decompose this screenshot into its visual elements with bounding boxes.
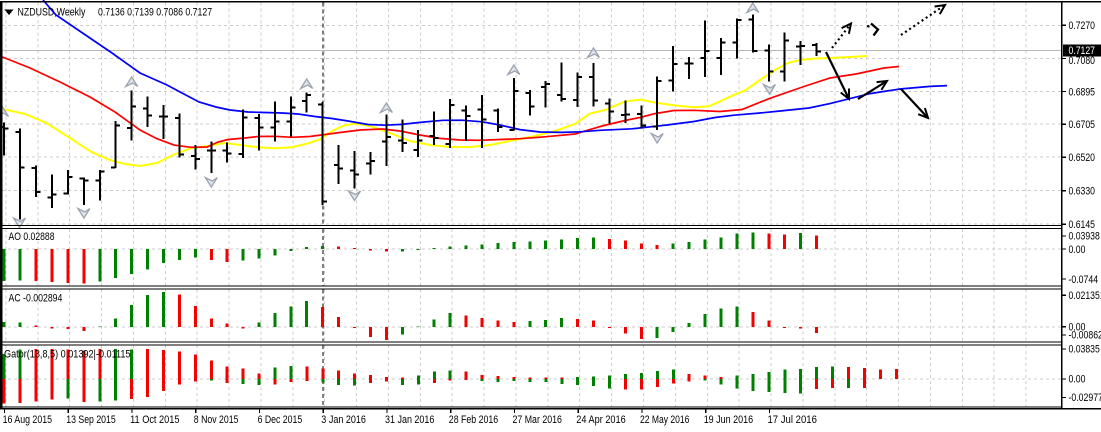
svg-text:13 Sep 2015: 13 Sep 2015 xyxy=(66,414,115,426)
svg-text:27 Mar 2016: 27 Mar 2016 xyxy=(513,414,562,426)
svg-text:-0.02977: -0.02977 xyxy=(1069,392,1101,404)
svg-text:-0.0744: -0.0744 xyxy=(1069,274,1099,286)
svg-text:8 Nov 2015: 8 Nov 2015 xyxy=(194,414,239,426)
svg-text:6 Dec 2015: 6 Dec 2015 xyxy=(258,414,303,426)
svg-text:0.021351: 0.021351 xyxy=(1069,290,1101,302)
svg-text:Gator(13,8,5) 0.01392|-0.01115: Gator(13,8,5) 0.01392|-0.01115 xyxy=(4,349,131,361)
svg-text:AC -0.002894: AC -0.002894 xyxy=(9,293,63,305)
svg-text:-0.00862: -0.00862 xyxy=(1069,330,1101,342)
svg-text:AO 0.02888: AO 0.02888 xyxy=(9,231,55,243)
svg-text:16 Aug 2015: 16 Aug 2015 xyxy=(3,414,52,426)
svg-text:0.6895: 0.6895 xyxy=(1069,86,1096,98)
svg-text:24 Apr 2016: 24 Apr 2016 xyxy=(576,414,625,426)
svg-text:0.00: 0.00 xyxy=(1069,374,1086,386)
svg-text:28 Feb 2016: 28 Feb 2016 xyxy=(449,414,498,426)
svg-text:0.00: 0.00 xyxy=(1069,244,1086,256)
svg-text:3 Jan 2016: 3 Jan 2016 xyxy=(321,414,366,426)
svg-text:0.6145: 0.6145 xyxy=(1069,219,1096,231)
svg-text:0.6705: 0.6705 xyxy=(1069,119,1096,131)
svg-text:0.7136 0.7139 0.7086 0.7127: 0.7136 0.7139 0.7086 0.7127 xyxy=(98,7,212,19)
svg-text:0.03835: 0.03835 xyxy=(1069,344,1100,356)
svg-text:0.7127: 0.7127 xyxy=(1069,45,1096,57)
svg-text:0.6520: 0.6520 xyxy=(1069,152,1096,164)
svg-text:19 Jun 2016: 19 Jun 2016 xyxy=(704,414,753,426)
svg-text:31 Jan 2016: 31 Jan 2016 xyxy=(385,414,434,426)
svg-text:11 Oct 2015: 11 Oct 2015 xyxy=(130,414,179,426)
svg-text:0.7270: 0.7270 xyxy=(1069,20,1096,32)
svg-text:17 Jul 2016: 17 Jul 2016 xyxy=(768,414,817,426)
svg-text:22 May 2016: 22 May 2016 xyxy=(640,414,689,426)
svg-text:0.6330: 0.6330 xyxy=(1069,186,1096,198)
svg-text:0.03938: 0.03938 xyxy=(1069,231,1100,243)
svg-text:NZDUSD,Weekly: NZDUSD,Weekly xyxy=(18,7,86,19)
